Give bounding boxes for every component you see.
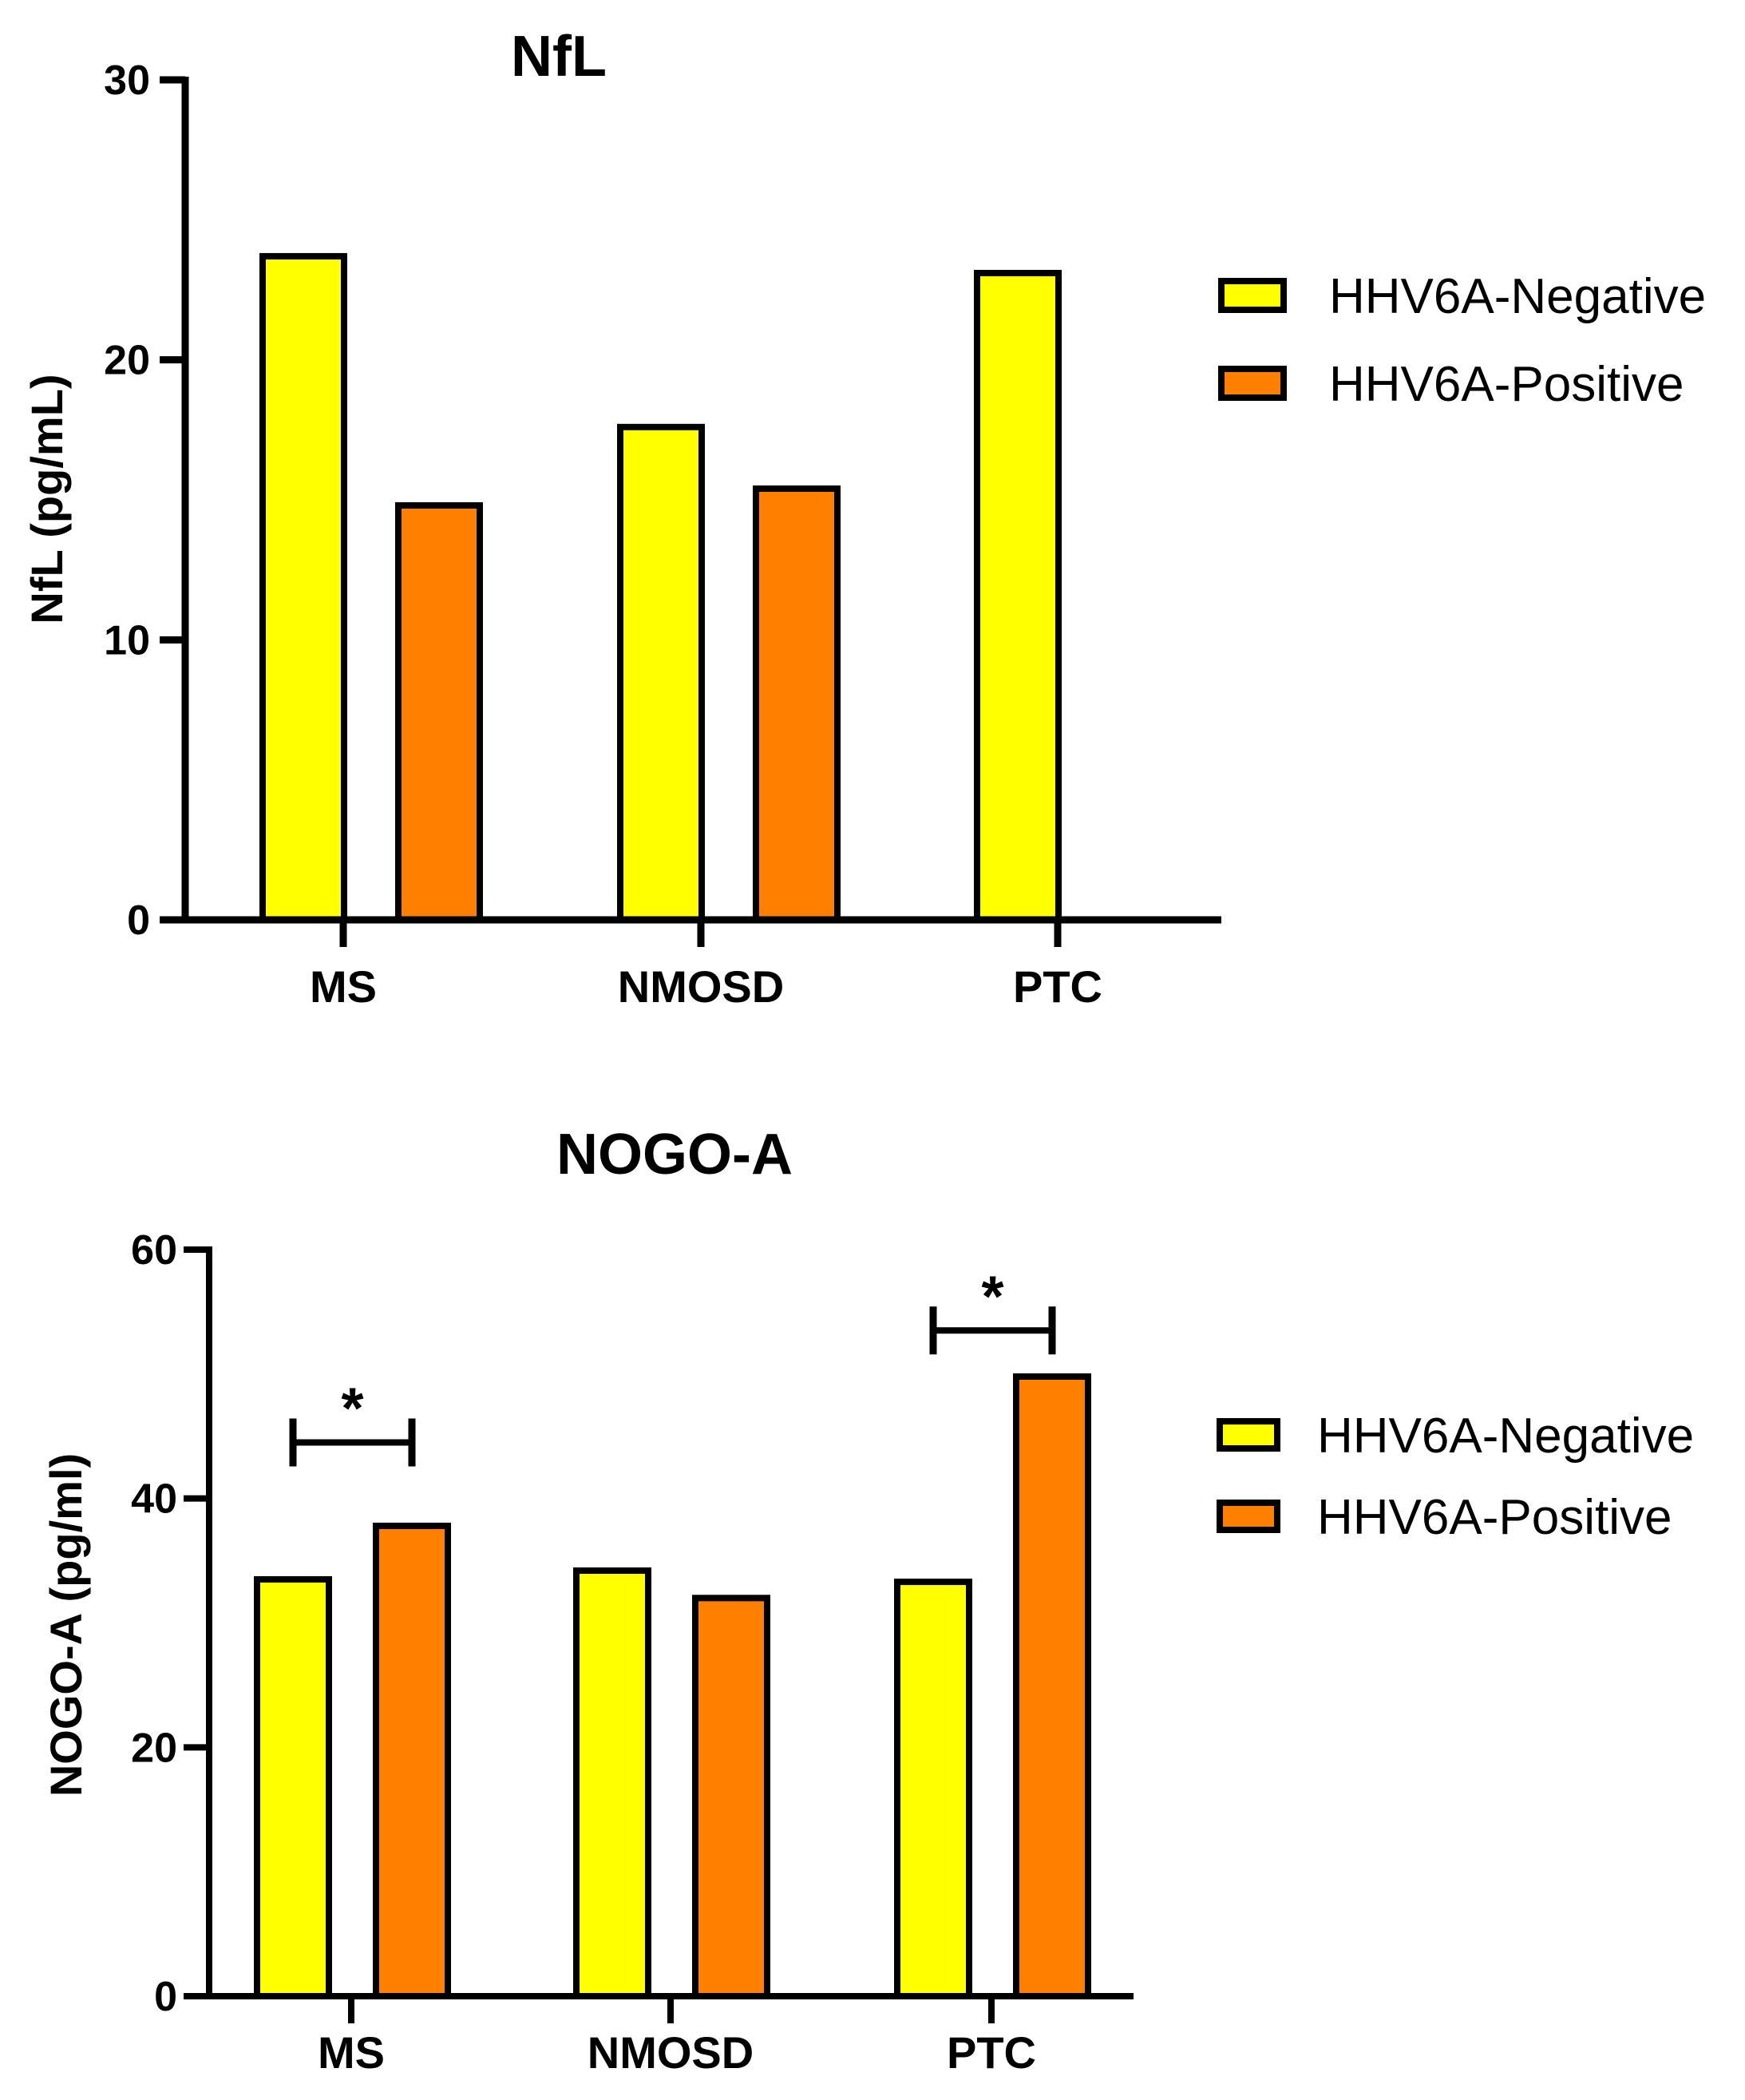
x-tick-label: PTC [1013,961,1102,1012]
bar-nmosd-hhv6a-negative [617,423,705,923]
legend-label: HHV6A-Positive [1317,1490,1672,1545]
bar-ms-hhv6a-negative [259,252,347,924]
y-tick-label: 40 [131,1476,177,1523]
x-tick-label: PTC [947,2027,1036,2078]
significance-star: * [981,1265,1003,1329]
y-tick-label: 10 [104,617,150,664]
legend-label: HHV6A-Negative [1317,1409,1694,1464]
legend: HHV6A-Negative HHV6A-Positive [1217,1409,1694,1545]
significance-ptc: * [929,1265,1056,1355]
chart-2: NOGO-A 0 20 40 60 MS NMOSD PTC NOGO-A (pg/ml) * * H… [41,1123,1694,2078]
bar-nmosd-hhv6a-positive [753,485,841,923]
bar-ms-hhv6a-negative [254,1575,332,2000]
legend: HHV6A-Negative HHV6A-Positive [1218,269,1706,412]
y-axis-label: NOGO-A (pg/ml) [41,1453,91,1797]
chart-title: NfL [511,25,607,89]
y-tick-label: 0 [154,1974,177,2020]
x-tick-label: NMOSD [618,961,784,1012]
chart-1: NfL 0 10 20 30 MS NMOSD PTC NfL (pg/mL) HHV6A-Neg… [22,25,1706,1012]
x-tick-label: MS [318,2027,385,2078]
y-tick-label: 20 [131,1725,177,1771]
y-tick-label: 60 [131,1227,177,1274]
x-tick-label: MS [310,961,377,1012]
y-tick-label: 0 [127,897,150,944]
y-tick-label: 20 [104,338,150,384]
bar-ptc-hhv6a-negative [894,1579,972,1999]
legend-swatch-hhv6a-positive [1218,366,1287,401]
bar-ms-hhv6a-positive [373,1522,451,1999]
bar-ms-hhv6a-positive [395,502,483,923]
significance-ms: * [289,1377,416,1467]
legend-swatch-hhv6a-positive [1217,1500,1280,1533]
significance-star: * [341,1377,363,1441]
bar-nmosd-hhv6a-positive [692,1595,770,2000]
legend-swatch-hhv6a-negative [1217,1418,1280,1452]
bar-nmosd-hhv6a-negative [573,1567,651,2000]
chart-title: NOGO-A [556,1123,793,1187]
legend-label: HHV6A-Negative [1329,269,1706,324]
bar-ptc-hhv6a-negative [974,269,1062,923]
bar-ptc-hhv6a-positive [1013,1373,1091,1999]
x-tick-label: NMOSD [588,2027,754,2078]
legend-label: HHV6A-Positive [1329,357,1684,412]
legend-swatch-hhv6a-negative [1218,278,1287,313]
y-axis-label: NfL (pg/mL) [22,374,72,624]
y-tick-label: 30 [104,57,150,104]
